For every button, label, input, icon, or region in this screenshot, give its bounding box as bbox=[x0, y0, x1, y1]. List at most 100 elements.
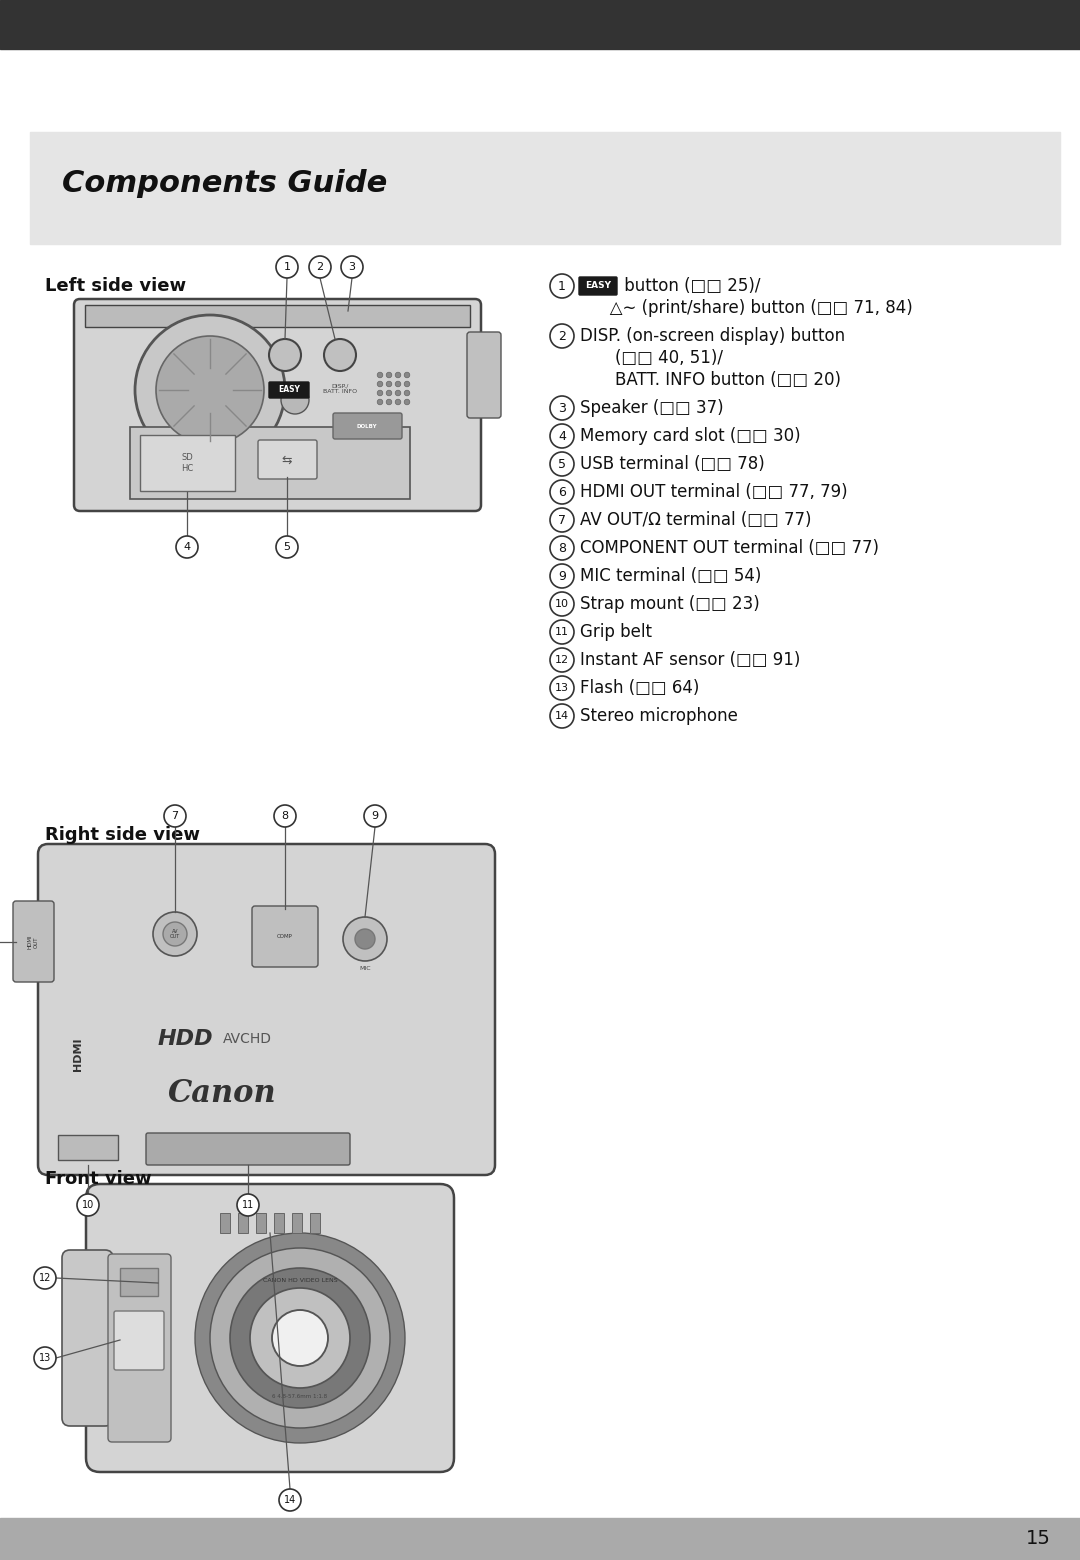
Circle shape bbox=[395, 390, 401, 396]
Text: AV OUT/Ω terminal (□□ 77): AV OUT/Ω terminal (□□ 77) bbox=[580, 512, 811, 529]
Text: Flash (□□ 64): Flash (□□ 64) bbox=[580, 679, 700, 697]
Text: DOLBY: DOLBY bbox=[356, 423, 377, 429]
Text: 8: 8 bbox=[558, 541, 566, 554]
Bar bbox=[140, 435, 235, 491]
Circle shape bbox=[387, 390, 392, 396]
Circle shape bbox=[341, 256, 363, 278]
Bar bbox=[0, 0, 1080, 48]
Bar bbox=[58, 1136, 118, 1161]
FancyBboxPatch shape bbox=[75, 300, 481, 512]
Text: 6 4.8-57.6mm 1:1.8: 6 4.8-57.6mm 1:1.8 bbox=[272, 1393, 327, 1398]
Circle shape bbox=[550, 591, 573, 616]
Circle shape bbox=[550, 565, 573, 588]
FancyBboxPatch shape bbox=[258, 440, 318, 479]
Text: 10: 10 bbox=[82, 1200, 94, 1211]
Circle shape bbox=[550, 619, 573, 644]
Circle shape bbox=[355, 930, 375, 948]
Circle shape bbox=[343, 917, 387, 961]
Circle shape bbox=[377, 373, 382, 378]
Text: 15: 15 bbox=[1026, 1529, 1051, 1549]
Text: 5: 5 bbox=[283, 541, 291, 552]
Text: 11: 11 bbox=[242, 1200, 254, 1211]
Text: 9: 9 bbox=[372, 811, 379, 821]
Text: 2: 2 bbox=[558, 329, 566, 343]
Text: DISP./
BATT. INFO: DISP./ BATT. INFO bbox=[323, 384, 357, 393]
Circle shape bbox=[274, 805, 296, 827]
Text: CANON HD VIDEO LENS: CANON HD VIDEO LENS bbox=[262, 1278, 337, 1282]
Circle shape bbox=[550, 509, 573, 532]
Text: SD
HC: SD HC bbox=[180, 454, 193, 473]
Text: 12: 12 bbox=[555, 655, 569, 665]
FancyBboxPatch shape bbox=[146, 1133, 350, 1165]
Text: 9: 9 bbox=[558, 569, 566, 582]
Circle shape bbox=[550, 324, 573, 348]
Text: 14: 14 bbox=[555, 711, 569, 721]
Text: MIC terminal (□□ 54): MIC terminal (□□ 54) bbox=[580, 566, 761, 585]
Circle shape bbox=[272, 1310, 328, 1367]
Bar bbox=[274, 1214, 284, 1232]
Circle shape bbox=[395, 373, 401, 378]
FancyBboxPatch shape bbox=[467, 332, 501, 418]
Circle shape bbox=[324, 339, 356, 371]
Text: (□□ 40, 51)/: (□□ 40, 51)/ bbox=[594, 349, 723, 367]
Circle shape bbox=[395, 381, 401, 387]
Text: Strap mount (□□ 23): Strap mount (□□ 23) bbox=[580, 594, 759, 613]
Text: 8: 8 bbox=[282, 811, 288, 821]
Bar bbox=[85, 306, 470, 328]
FancyBboxPatch shape bbox=[86, 1184, 454, 1473]
FancyBboxPatch shape bbox=[108, 1254, 171, 1441]
Bar bbox=[292, 1214, 302, 1232]
Circle shape bbox=[33, 1267, 56, 1289]
Bar bbox=[30, 133, 1059, 243]
Text: AVCHD: AVCHD bbox=[222, 1033, 272, 1047]
Text: 7: 7 bbox=[558, 513, 566, 527]
Bar bbox=[310, 1214, 320, 1232]
Text: MIC: MIC bbox=[360, 967, 370, 972]
Bar bbox=[220, 1214, 230, 1232]
Circle shape bbox=[276, 256, 298, 278]
Text: EASY: EASY bbox=[585, 281, 611, 290]
Text: 3: 3 bbox=[558, 401, 566, 415]
Circle shape bbox=[550, 675, 573, 700]
Circle shape bbox=[164, 805, 186, 827]
Text: BATT. INFO button (□□ 20): BATT. INFO button (□□ 20) bbox=[594, 371, 841, 388]
Circle shape bbox=[195, 1232, 405, 1443]
FancyBboxPatch shape bbox=[114, 1310, 164, 1370]
Text: 10: 10 bbox=[555, 599, 569, 608]
Circle shape bbox=[387, 373, 392, 378]
Circle shape bbox=[77, 1193, 99, 1215]
Circle shape bbox=[279, 1488, 301, 1512]
Circle shape bbox=[550, 704, 573, 729]
Circle shape bbox=[404, 390, 409, 396]
Text: Stereo microphone: Stereo microphone bbox=[580, 707, 738, 725]
Bar bbox=[238, 1214, 248, 1232]
Circle shape bbox=[276, 537, 298, 558]
FancyBboxPatch shape bbox=[333, 413, 402, 438]
Circle shape bbox=[364, 805, 386, 827]
Circle shape bbox=[281, 385, 309, 413]
Circle shape bbox=[550, 452, 573, 476]
Bar bbox=[256, 1214, 266, 1232]
Text: Front view: Front view bbox=[45, 1170, 151, 1189]
Text: Speaker (□□ 37): Speaker (□□ 37) bbox=[580, 399, 724, 417]
Circle shape bbox=[176, 537, 198, 558]
Circle shape bbox=[404, 399, 409, 404]
Text: AV
OUT: AV OUT bbox=[170, 928, 180, 939]
Circle shape bbox=[210, 1248, 390, 1427]
Text: 6: 6 bbox=[558, 485, 566, 499]
Circle shape bbox=[135, 315, 285, 465]
Text: △∼ (print/share) button (□□ 71, 84): △∼ (print/share) button (□□ 71, 84) bbox=[594, 300, 913, 317]
Circle shape bbox=[377, 381, 382, 387]
FancyBboxPatch shape bbox=[269, 382, 309, 398]
Text: DISP. (on-screen display) button: DISP. (on-screen display) button bbox=[580, 328, 846, 345]
Text: HDMI: HDMI bbox=[73, 1037, 83, 1070]
Text: ⇆: ⇆ bbox=[282, 454, 293, 466]
Circle shape bbox=[550, 396, 573, 420]
Circle shape bbox=[153, 913, 197, 956]
Text: 5: 5 bbox=[558, 457, 566, 471]
Circle shape bbox=[387, 399, 392, 404]
Text: 12: 12 bbox=[39, 1273, 51, 1282]
Circle shape bbox=[237, 1193, 259, 1215]
Text: Left side view: Left side view bbox=[45, 278, 186, 295]
Bar bbox=[0, 1518, 1080, 1560]
